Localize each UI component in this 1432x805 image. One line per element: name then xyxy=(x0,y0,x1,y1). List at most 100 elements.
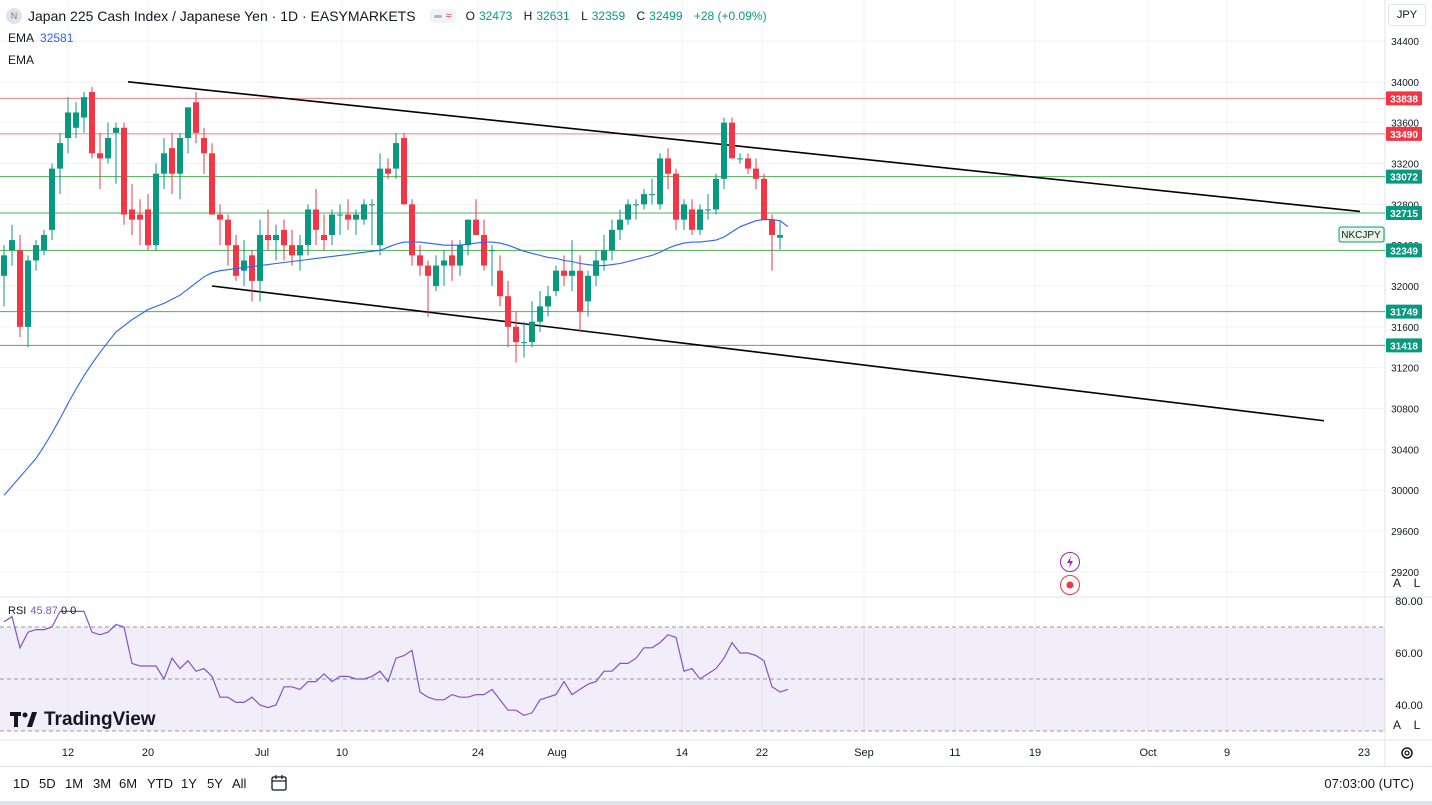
candle-body xyxy=(689,209,695,230)
currency-selector[interactable]: JPY xyxy=(1388,4,1426,26)
ema-line xyxy=(3,219,789,496)
candle-body xyxy=(217,214,223,220)
candle-body xyxy=(657,158,663,205)
candle-body xyxy=(577,270,583,312)
candle-body xyxy=(385,168,391,174)
auto-scale-button[interactable]: A xyxy=(1392,576,1401,590)
range-6m-button[interactable]: 6M xyxy=(119,776,138,791)
price-tick-label: 29200 xyxy=(1391,568,1419,579)
price-tick-label: 29600 xyxy=(1391,527,1419,538)
candle-body xyxy=(201,137,207,154)
tradingview-logo[interactable]: TradingView xyxy=(10,709,156,731)
price-axis[interactable]: 80.00 60.00 40.00 34400 34000 33600 33200 32800… xyxy=(1338,0,1432,712)
price-tick-label: 33600 xyxy=(1391,119,1419,130)
level-label: 31749 xyxy=(1390,308,1418,319)
candle-body xyxy=(57,143,63,169)
ema-legend-2[interactable]: EMA xyxy=(8,53,35,67)
time-tick-label: 10 xyxy=(336,747,348,759)
utc-clock[interactable]: 07:03:00 (UTC) xyxy=(1324,776,1414,791)
axis-bg xyxy=(1386,0,1432,596)
rsi-tick-label: 60.00 xyxy=(1395,648,1423,660)
candle-body xyxy=(593,260,599,276)
price-tick-label: 34400 xyxy=(1391,37,1419,48)
candle-body xyxy=(481,234,487,266)
candle-body xyxy=(273,234,279,241)
time-tick-label: Aug xyxy=(547,747,567,759)
eye-icon xyxy=(433,14,442,18)
candle-body xyxy=(737,158,743,160)
candle-body xyxy=(89,92,95,154)
candle-body xyxy=(497,270,503,297)
price-tick-label: 30400 xyxy=(1391,445,1419,456)
candle-body xyxy=(545,296,551,307)
time-tick-label: 14 xyxy=(676,747,688,759)
trendline xyxy=(211,285,1325,422)
candle-body xyxy=(257,234,263,281)
candle-body xyxy=(97,153,103,159)
candle-body xyxy=(425,265,431,276)
record-icon[interactable] xyxy=(1060,575,1080,595)
rsi-pane xyxy=(0,610,1385,732)
candle-body xyxy=(177,137,183,174)
range-3m-button[interactable]: 3M xyxy=(93,776,112,791)
visibility-toggle[interactable]: ≈ xyxy=(429,9,456,23)
candle-body xyxy=(521,342,527,344)
range-all-button[interactable]: All xyxy=(232,776,247,791)
candle-body xyxy=(81,97,87,118)
candle-body xyxy=(721,122,727,179)
price-tick-label: 31600 xyxy=(1391,323,1419,334)
rsi-tick-label: 40.00 xyxy=(1395,700,1423,712)
symbol-title[interactable]: Japan 225 Cash Index / Japanese Yen · 1D… xyxy=(28,8,416,24)
candle-body xyxy=(361,204,367,220)
candle-body xyxy=(241,260,247,271)
ema-legend-1[interactable]: EMA 32581 xyxy=(8,31,74,45)
chart-legend-header: N Japan 225 Cash Index / Japanese Yen · … xyxy=(6,6,771,26)
tradingview-mark-icon xyxy=(10,712,38,728)
range-ytd-button[interactable]: YTD xyxy=(147,776,173,791)
range-1y-button[interactable]: 1Y xyxy=(181,776,197,791)
candle-body xyxy=(465,219,471,246)
candle-body xyxy=(121,127,127,215)
candle-body xyxy=(105,137,111,159)
time-tick-label: 22 xyxy=(756,747,768,759)
candle-body xyxy=(505,296,511,327)
candle-body xyxy=(705,209,711,211)
lightning-icon[interactable] xyxy=(1060,552,1080,572)
rsi-log-scale-button[interactable]: L xyxy=(1413,718,1421,732)
settings-gear-icon[interactable] xyxy=(1399,745,1415,761)
candle-body xyxy=(289,245,295,256)
candle-body xyxy=(401,137,407,205)
candle-body xyxy=(233,245,239,276)
rsi-legend[interactable]: RSI 45.87 0 0 xyxy=(8,605,77,617)
log-scale-button[interactable]: L xyxy=(1413,576,1421,590)
rsi-auto-scale-button[interactable]: A xyxy=(1392,718,1401,732)
candle-body xyxy=(489,250,495,252)
level-label: 32715 xyxy=(1390,209,1418,220)
calendar-icon[interactable] xyxy=(270,774,288,792)
time-tick-label: Jul xyxy=(255,747,269,759)
candle-body xyxy=(409,204,415,256)
range-1d-button[interactable]: 1D xyxy=(13,776,30,791)
price-chart[interactable]: 80.00 60.00 40.00 34400 34000 33600 33200 32800… xyxy=(0,0,1432,766)
range-5d-button[interactable]: 5D xyxy=(39,776,56,791)
candle-body xyxy=(9,240,15,251)
candle-body xyxy=(137,214,143,220)
range-5y-button[interactable]: 5Y xyxy=(207,776,223,791)
candle-body xyxy=(649,194,655,196)
candle-body xyxy=(761,178,767,220)
candle-body xyxy=(377,168,383,246)
chart-grid xyxy=(0,0,1432,766)
price-tick-label: 34000 xyxy=(1391,78,1419,89)
time-tick-label: 9 xyxy=(1224,747,1230,759)
range-1m-button[interactable]: 1M xyxy=(65,776,84,791)
candle-body xyxy=(193,102,199,133)
candle-body xyxy=(777,235,783,238)
candle-body xyxy=(321,234,327,241)
candle-body xyxy=(1,255,7,276)
level-label-bg xyxy=(1386,126,1422,141)
candle-body xyxy=(65,112,71,138)
time-axis[interactable]: 12 20 Jul 10 24 Aug 14 22 Sep 11 19 Oct 9 23 xyxy=(62,747,1370,759)
time-tick-label: 20 xyxy=(142,747,154,759)
candle-body xyxy=(185,107,191,138)
level-label: 31418 xyxy=(1390,341,1418,352)
